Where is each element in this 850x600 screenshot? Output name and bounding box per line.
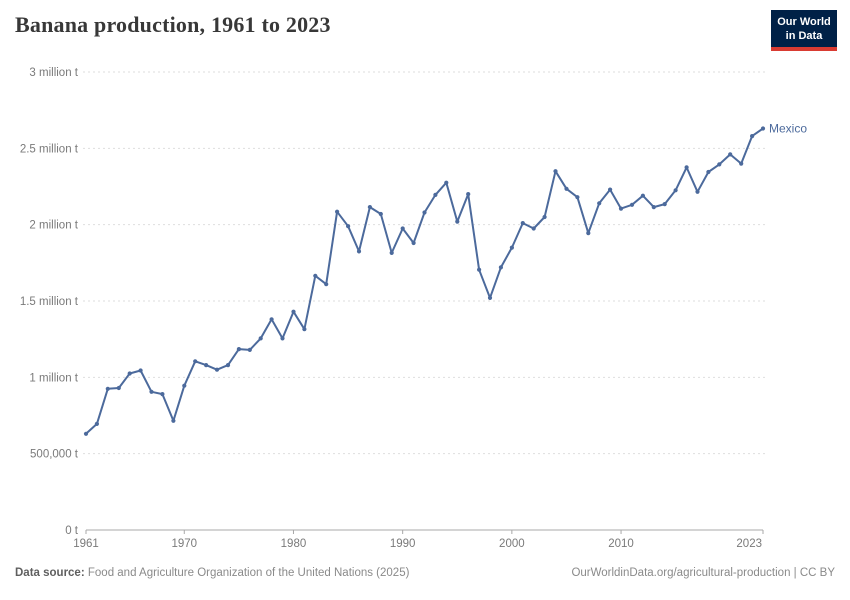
data-point-marker[interactable] [640, 193, 646, 198]
data-point-marker[interactable] [258, 336, 263, 341]
data-point-marker[interactable] [269, 317, 274, 322]
data-point-marker[interactable] [171, 418, 176, 423]
data-point-marker[interactable] [629, 202, 635, 207]
data-point-marker[interactable] [356, 249, 362, 254]
data-point-marker[interactable] [280, 336, 285, 341]
data-point-marker[interactable] [116, 385, 121, 391]
x-axis-tick-label: 1980 [281, 538, 307, 550]
data-point-marker[interactable] [750, 134, 755, 139]
data-point-marker[interactable] [193, 359, 198, 364]
owid-logo-line1: Our World [777, 16, 831, 28]
data-point-marker[interactable] [389, 250, 394, 255]
data-point-marker[interactable] [138, 368, 143, 373]
y-axis-tick-label: 1.5 million t [20, 296, 79, 308]
data-point-marker[interactable] [477, 267, 482, 272]
data-point-marker[interactable] [487, 295, 493, 300]
y-axis-tick-label: 500,000 t [30, 449, 79, 461]
data-point-marker[interactable] [214, 367, 220, 372]
data-point-marker[interactable] [160, 392, 165, 397]
data-point-marker[interactable] [324, 282, 329, 287]
data-point-marker[interactable] [291, 309, 296, 314]
data-point-marker[interactable] [466, 192, 471, 197]
data-point-marker[interactable] [346, 224, 351, 229]
data-point-marker[interactable] [236, 347, 241, 352]
data-point-marker[interactable] [575, 195, 580, 200]
data-point-marker[interactable] [651, 205, 656, 210]
data-point-marker[interactable] [422, 210, 427, 215]
data-point-marker[interactable] [247, 347, 252, 352]
data-point-marker[interactable] [182, 383, 187, 388]
mexico-line-series[interactable] [85, 127, 764, 435]
chart-footer: Data source: Food and Agriculture Organi… [15, 567, 835, 579]
y-axis-tick-label: 2.5 million t [20, 143, 79, 155]
owid-logo[interactable]: Our World in Data [771, 10, 837, 51]
data-point-marker[interactable] [739, 161, 744, 166]
y-axis-tick-label: 2 million t [29, 220, 78, 232]
data-point-marker[interactable] [684, 165, 689, 170]
data-point-marker[interactable] [509, 245, 514, 250]
data-point-marker[interactable] [673, 188, 678, 193]
data-point-marker[interactable] [444, 180, 449, 185]
data-point-marker[interactable] [433, 192, 438, 197]
data-point-marker[interactable] [542, 214, 547, 220]
data-point-marker[interactable] [411, 240, 416, 246]
x-axis-tick-label: 1970 [171, 538, 197, 550]
data-point-marker[interactable] [520, 221, 525, 226]
y-axis-tick-label: 3 million t [29, 67, 78, 79]
data-point-marker[interactable] [105, 386, 110, 391]
x-axis-tick-label: 2000 [499, 538, 525, 550]
data-point-marker[interactable] [618, 206, 624, 211]
data-point-marker[interactable] [83, 431, 89, 436]
data-source-note: Data source: Food and Agriculture Organi… [15, 567, 409, 579]
data-point-marker[interactable] [564, 186, 569, 191]
data-point-marker[interactable] [760, 126, 766, 131]
data-point-marker[interactable] [553, 169, 558, 174]
data-point-marker[interactable] [149, 389, 154, 394]
data-point-marker[interactable] [531, 226, 536, 231]
x-axis-tick-label: 2023 [736, 538, 762, 550]
data-source-text: Food and Agriculture Organization of the… [87, 567, 410, 579]
data-point-marker[interactable] [367, 205, 372, 210]
page-title: Banana production, 1961 to 2023 [15, 12, 331, 37]
data-point-marker[interactable] [695, 189, 700, 194]
data-point-marker[interactable] [225, 363, 231, 368]
data-point-marker[interactable] [455, 219, 460, 224]
data-point-marker[interactable] [597, 201, 602, 206]
data-point-marker[interactable] [94, 421, 99, 426]
data-source-label: Data source: [15, 567, 85, 579]
data-point-marker[interactable] [127, 371, 132, 376]
data-point-marker[interactable] [662, 202, 667, 207]
series-end-label[interactable]: Mexico [769, 121, 807, 135]
data-point-marker[interactable] [586, 231, 591, 236]
data-point-marker[interactable] [728, 152, 733, 157]
data-point-marker[interactable] [378, 211, 383, 217]
data-point-marker[interactable] [706, 169, 711, 175]
x-axis-tick-label: 2010 [608, 538, 634, 550]
x-axis-tick-label: 1990 [390, 538, 416, 550]
data-point-marker[interactable] [498, 265, 503, 270]
owid-footer-link[interactable]: OurWorldinData.org/agricultural-producti… [571, 567, 835, 579]
data-point-marker[interactable] [608, 187, 613, 192]
y-axis-tick-label: 0 t [65, 525, 79, 537]
data-point-marker[interactable] [313, 273, 318, 278]
y-axis-tick-label: 1 million t [29, 372, 78, 384]
x-axis-tick-label: 1961 [73, 538, 99, 550]
data-point-marker[interactable] [335, 209, 340, 214]
owid-logo-line2: in Data [785, 30, 823, 42]
data-point-marker[interactable] [204, 363, 209, 368]
data-point-marker[interactable] [717, 162, 722, 167]
data-point-marker[interactable] [400, 226, 405, 231]
data-point-marker[interactable] [302, 327, 307, 332]
